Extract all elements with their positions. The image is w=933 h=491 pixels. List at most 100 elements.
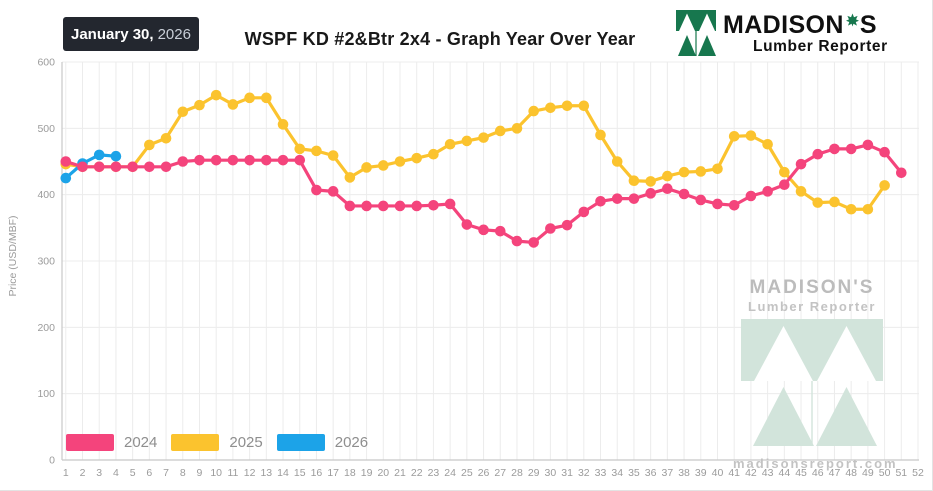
- svg-text:13: 13: [260, 467, 272, 479]
- data-point-2024-week-5: [127, 161, 138, 173]
- brand-subtitle: Lumber Reporter: [753, 37, 888, 55]
- data-point-2024-week-10: [210, 154, 222, 166]
- data-point-2025-week-14: [277, 119, 289, 130]
- data-point-2024-week-4: [110, 161, 122, 173]
- data-point-2024-week-3: [93, 161, 105, 173]
- data-point-2025-week-35: [628, 175, 640, 187]
- data-point-2024-week-9: [194, 154, 205, 166]
- svg-text:600: 600: [37, 57, 55, 69]
- data-point-2025-week-38: [678, 166, 690, 178]
- data-point-2024-week-40: [712, 198, 723, 210]
- data-point-2024-week-46: [812, 148, 824, 160]
- svg-text:50: 50: [879, 467, 891, 479]
- data-point-2026-week-1: [60, 172, 72, 184]
- data-point-2025-week-36: [645, 176, 656, 187]
- data-point-2024-week-17: [327, 186, 339, 197]
- svg-text:11: 11: [227, 467, 238, 479]
- data-point-2025-week-50: [879, 180, 890, 191]
- data-point-2024-week-49: [862, 139, 874, 151]
- brand-logo: MADISON S Lumber Reporter: [676, 10, 888, 57]
- data-point-2024-week-30: [545, 223, 556, 234]
- data-point-2025-week-13: [261, 92, 272, 104]
- data-point-2025-week-49: [862, 203, 874, 215]
- data-point-2025-week-43: [762, 138, 773, 150]
- data-point-2024-week-25: [461, 219, 473, 230]
- data-point-2025-week-9: [194, 99, 205, 111]
- svg-text:300: 300: [37, 256, 55, 268]
- legend-item-2026: 2026: [276, 434, 369, 451]
- legend-label-2026: 2026: [334, 434, 369, 451]
- svg-text:33: 33: [595, 467, 607, 479]
- svg-text:9: 9: [197, 467, 203, 479]
- axes: [61, 62, 919, 461]
- data-point-2024-week-11: [227, 154, 239, 166]
- chart-legend: 2024 2025 2026: [66, 434, 368, 451]
- legend-item-2025: 2025: [171, 434, 263, 451]
- data-point-2024-week-34: [611, 193, 623, 204]
- svg-text:19: 19: [361, 467, 373, 479]
- data-point-2025-week-18: [344, 172, 356, 183]
- data-point-2024-week-6: [144, 161, 155, 173]
- date-badge: January 30, 2026: [63, 17, 199, 51]
- data-point-2025-week-34: [611, 156, 623, 167]
- svg-text:15: 15: [294, 467, 306, 479]
- data-point-2024-week-27: [494, 225, 506, 237]
- data-point-2024-week-37: [662, 183, 673, 194]
- data-point-2025-week-16: [311, 145, 322, 157]
- data-point-2024-week-18: [344, 200, 356, 212]
- data-point-2025-week-37: [662, 170, 673, 182]
- svg-text:6: 6: [146, 467, 152, 479]
- data-point-2025-week-22: [411, 152, 423, 164]
- data-point-2025-week-25: [461, 135, 473, 147]
- data-point-2024-week-24: [444, 198, 456, 210]
- data-point-2025-week-12: [244, 92, 255, 104]
- brand-name-right: S: [859, 10, 877, 39]
- data-point-2024-week-38: [678, 188, 690, 200]
- data-point-2025-week-15: [294, 143, 306, 155]
- svg-text:36: 36: [645, 467, 657, 479]
- data-point-2024-week-42: [745, 190, 757, 202]
- svg-text:29: 29: [528, 467, 540, 479]
- svg-text:27: 27: [494, 467, 506, 479]
- svg-text:31: 31: [561, 467, 573, 479]
- data-point-2024-week-22: [411, 200, 423, 212]
- data-point-2024-week-8: [177, 156, 189, 167]
- data-point-2024-week-12: [244, 154, 255, 166]
- data-point-2024-week-16: [311, 184, 322, 196]
- data-point-2024-week-15: [294, 154, 306, 166]
- svg-text:38: 38: [678, 467, 690, 479]
- svg-text:500: 500: [37, 123, 55, 135]
- data-point-2025-week-19: [361, 162, 372, 173]
- svg-text:25: 25: [461, 467, 473, 479]
- data-point-2026-week-3: [93, 149, 105, 161]
- svg-text:200: 200: [37, 322, 55, 334]
- data-point-2025-week-44: [779, 166, 790, 178]
- svg-text:100: 100: [37, 388, 55, 400]
- svg-text:44: 44: [778, 467, 790, 479]
- data-point-2025-week-41: [728, 130, 740, 142]
- data-point-2024-week-13: [261, 154, 272, 166]
- svg-text:12: 12: [244, 467, 256, 479]
- svg-text:1: 1: [63, 467, 69, 479]
- svg-text:24: 24: [444, 467, 456, 479]
- svg-text:4: 4: [113, 467, 119, 479]
- data-point-2025-week-42: [745, 130, 757, 141]
- data-point-2026-week-4: [110, 150, 122, 162]
- data-point-2025-week-6: [144, 139, 155, 151]
- data-point-2025-week-23: [428, 148, 439, 160]
- legend-swatch-2025: [171, 434, 220, 451]
- svg-text:17: 17: [327, 467, 339, 479]
- data-point-2025-week-29: [528, 105, 539, 117]
- y-axis-label: Price (USD/MBF): [7, 215, 19, 297]
- brand-text: MADISON S Lumber Reporter: [723, 10, 888, 55]
- svg-text:2: 2: [80, 467, 86, 479]
- svg-text:21: 21: [394, 467, 406, 479]
- data-point-2025-week-32: [578, 100, 590, 112]
- svg-text:30: 30: [545, 467, 557, 479]
- svg-text:40: 40: [712, 467, 724, 479]
- svg-text:8: 8: [180, 467, 186, 479]
- data-point-2025-week-40: [712, 163, 723, 175]
- data-point-2024-week-19: [361, 200, 372, 212]
- svg-text:3: 3: [96, 467, 102, 479]
